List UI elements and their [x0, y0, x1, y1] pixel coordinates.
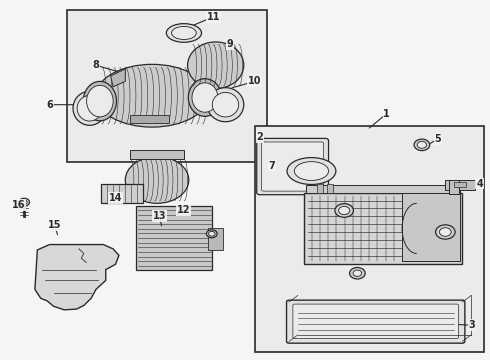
Bar — [318, 184, 323, 193]
Text: 2: 2 — [256, 132, 263, 142]
Ellipse shape — [206, 230, 217, 238]
Bar — [67, 10, 267, 162]
Bar — [402, 193, 460, 261]
Ellipse shape — [73, 91, 106, 125]
Polygon shape — [35, 244, 119, 310]
Text: 5: 5 — [435, 134, 441, 144]
Bar — [136, 206, 212, 270]
FancyBboxPatch shape — [287, 300, 465, 343]
FancyBboxPatch shape — [262, 142, 324, 191]
Ellipse shape — [87, 85, 113, 117]
Bar — [208, 228, 223, 250]
Text: 14: 14 — [109, 193, 122, 203]
Ellipse shape — [287, 158, 336, 184]
Bar — [449, 180, 459, 194]
Ellipse shape — [417, 141, 427, 148]
FancyBboxPatch shape — [257, 138, 329, 195]
Polygon shape — [111, 69, 125, 87]
Ellipse shape — [188, 79, 221, 116]
Text: 16: 16 — [12, 200, 25, 210]
Text: 12: 12 — [177, 206, 191, 216]
Ellipse shape — [77, 95, 102, 121]
Ellipse shape — [339, 206, 350, 215]
Text: 3: 3 — [469, 320, 476, 330]
Ellipse shape — [414, 139, 430, 150]
Bar — [255, 126, 485, 352]
Text: 11: 11 — [206, 12, 220, 22]
Ellipse shape — [349, 267, 365, 279]
Ellipse shape — [294, 162, 329, 180]
Text: 13: 13 — [153, 211, 166, 221]
Bar — [304, 193, 463, 264]
Ellipse shape — [207, 87, 244, 122]
Ellipse shape — [83, 81, 117, 121]
Text: 6: 6 — [46, 100, 53, 110]
Ellipse shape — [212, 93, 239, 117]
Bar — [327, 184, 333, 193]
Ellipse shape — [125, 157, 189, 203]
Text: 4: 4 — [476, 179, 483, 189]
Ellipse shape — [188, 42, 244, 89]
Ellipse shape — [19, 198, 29, 206]
Ellipse shape — [166, 24, 201, 42]
Ellipse shape — [209, 231, 215, 236]
Text: 7: 7 — [269, 161, 275, 171]
Ellipse shape — [96, 64, 208, 127]
FancyBboxPatch shape — [293, 304, 459, 338]
Ellipse shape — [172, 26, 196, 40]
Bar — [130, 115, 169, 123]
Ellipse shape — [335, 204, 353, 217]
Ellipse shape — [21, 200, 27, 204]
Bar — [445, 180, 475, 190]
Ellipse shape — [440, 228, 451, 236]
Ellipse shape — [353, 270, 362, 276]
Text: 10: 10 — [248, 76, 262, 86]
Bar — [130, 150, 184, 159]
Bar — [454, 182, 466, 187]
Bar — [101, 184, 143, 203]
Ellipse shape — [192, 83, 218, 112]
Text: 15: 15 — [48, 220, 61, 230]
Text: 1: 1 — [383, 109, 390, 119]
Text: 9: 9 — [227, 39, 234, 49]
Bar — [306, 185, 460, 193]
Text: 8: 8 — [93, 60, 99, 70]
Ellipse shape — [436, 225, 455, 239]
